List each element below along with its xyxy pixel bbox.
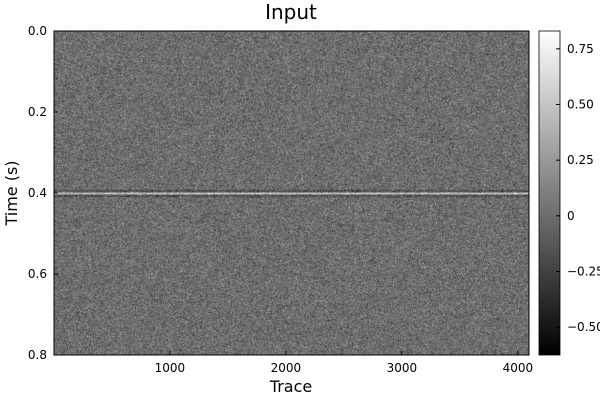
y-tick-label: 0.6	[28, 267, 47, 281]
y-tick-label: 0.2	[28, 105, 47, 119]
x-tick-label: 2000	[271, 361, 302, 375]
heatmap-image	[54, 31, 529, 355]
colorbar-tick-label: 0.25	[567, 153, 594, 167]
y-tick-label: 0.8	[28, 348, 47, 362]
y-tick-label: 0.4	[28, 186, 47, 200]
chart-title: Input	[265, 0, 317, 24]
colorbar-frame	[538, 30, 561, 356]
colorbar-tick-label: 0.75	[567, 42, 594, 56]
colorbar-tick-label: 0	[567, 209, 575, 223]
colorbar-ticks: −0.50 −0.25 0 0.25 0.50 0.75	[556, 42, 600, 334]
colorbar-gradient	[539, 31, 560, 355]
x-axis-ticks: 1000 2000 3000 4000	[155, 351, 534, 375]
y-axis-label: Time (s)	[2, 160, 21, 226]
x-tick-label: 1000	[155, 361, 186, 375]
colorbar-tick-label: 0.50	[567, 97, 594, 111]
colorbar-tick-label: −0.50	[567, 320, 600, 334]
y-tick-label: 0.0	[28, 24, 47, 38]
x-tick-label: 4000	[503, 361, 534, 375]
x-axis-label: Trace	[269, 377, 312, 396]
y-axis-ticks: 0.0 0.2 0.4 0.6 0.8	[28, 24, 58, 362]
plot-frame	[53, 30, 530, 356]
x-tick-label: 3000	[387, 361, 418, 375]
colorbar-tick-label: −0.25	[567, 264, 600, 278]
